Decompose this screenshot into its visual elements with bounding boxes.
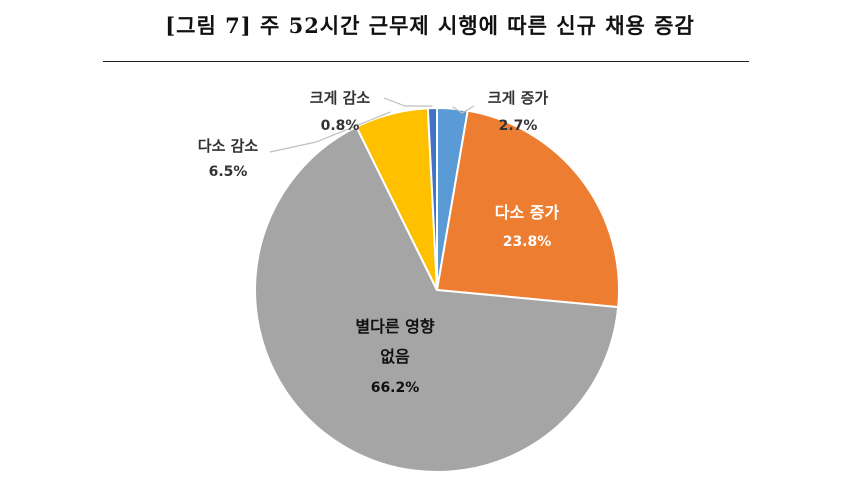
slice-value-slight-decrease: 6.5% <box>209 164 248 180</box>
slice-label-no-effect-line-1: 별다른 영향 <box>355 317 434 336</box>
slice-value-strong-decrease: 0.8% <box>321 118 360 134</box>
leader-line-slight-decrease <box>269 111 391 153</box>
slice-value-strong-increase: 2.7% <box>499 118 538 134</box>
slice-label-no-effect-line-2: 없음 <box>380 347 410 366</box>
chart-title: [그림 7] 주 52시간 근무제 시행에 따른 신규 채용 증감 <box>165 13 695 38</box>
leader-line-strong-increase <box>452 105 475 114</box>
leader-lines <box>269 97 475 153</box>
leader-line-strong-decrease <box>383 97 433 107</box>
title-divider <box>103 61 749 62</box>
pie-slice-strong-decrease <box>426 107 438 291</box>
slice-value-no-effect: 66.2% <box>371 380 420 396</box>
slice-value-slight-increase: 23.8% <box>503 234 552 250</box>
pie-slices <box>254 106 620 473</box>
pie-slice-slight-increase <box>436 109 620 309</box>
slice-label-slight-increase: 다소 증가 <box>495 203 560 222</box>
pie-slice-no-effect <box>254 125 620 473</box>
slice-label-strong-decrease: 크게 감소 <box>310 89 371 107</box>
slice-label-strong-increase: 크게 증가 <box>488 89 549 107</box>
slice-label-slight-decrease: 다소 감소 <box>198 137 259 155</box>
